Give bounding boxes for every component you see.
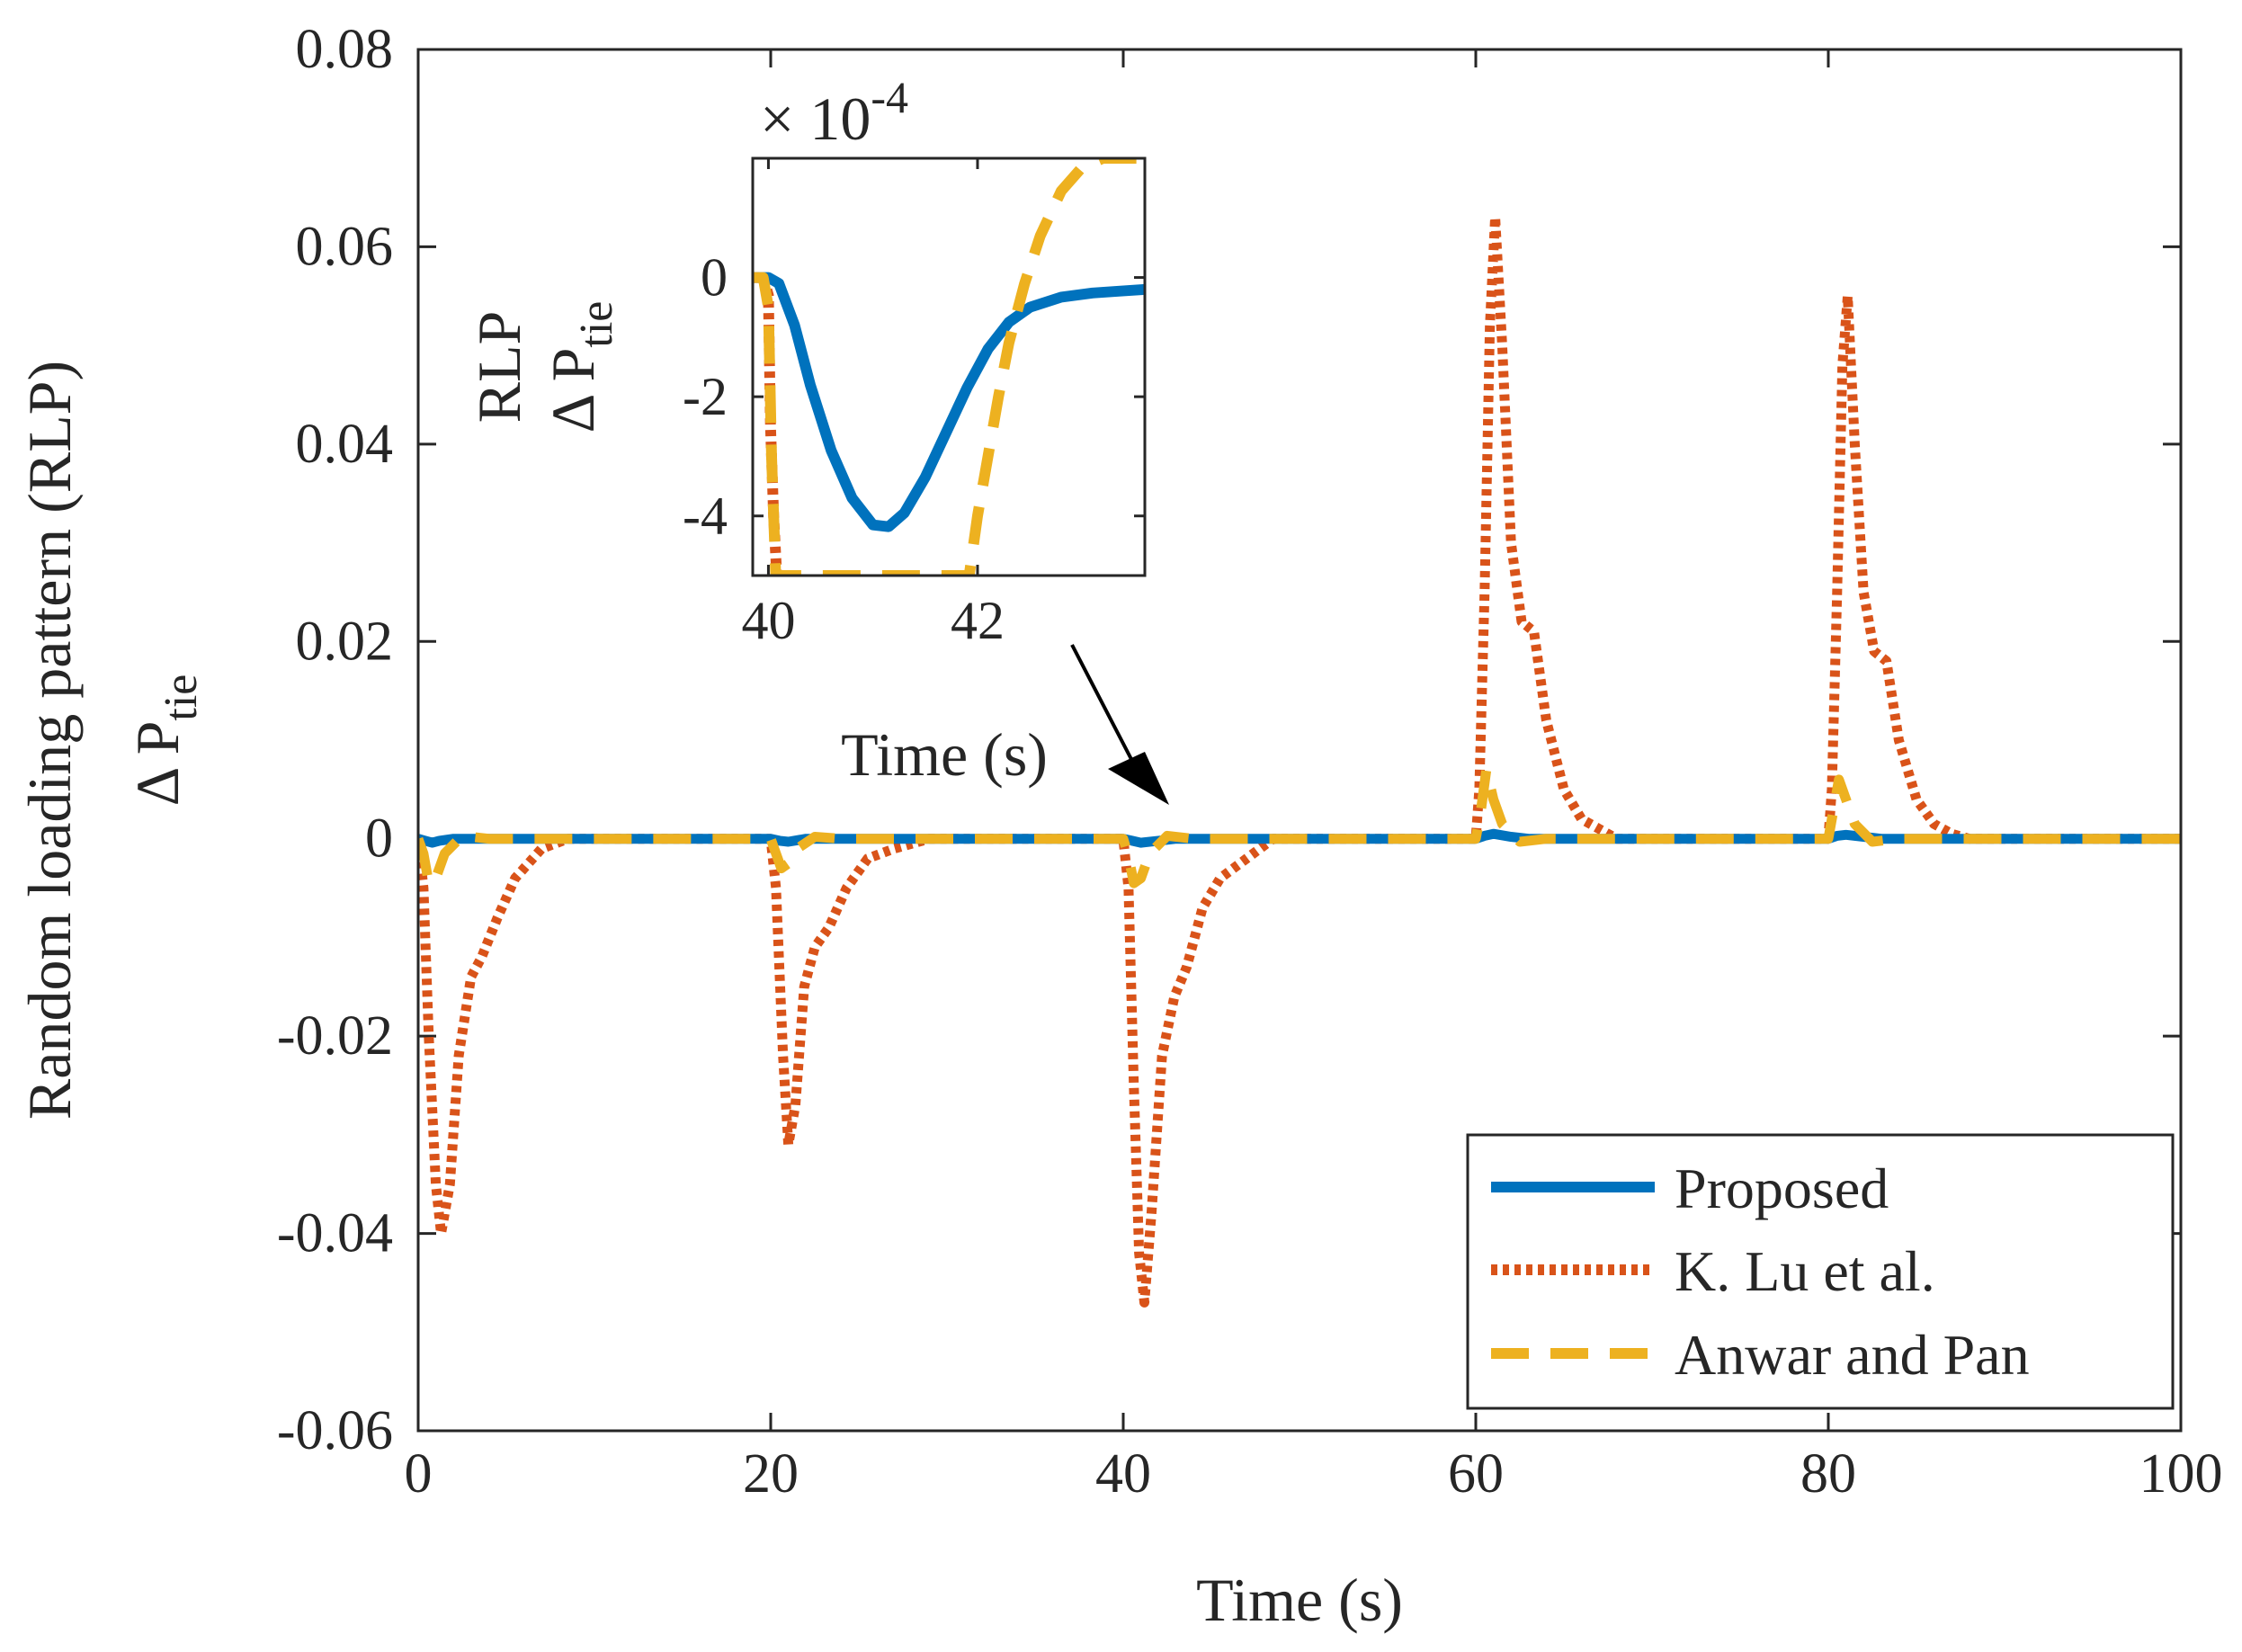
- main-x-tick-labels: 0 20 40 60 80 100: [405, 1443, 2223, 1505]
- inset-x-axis-label: Time (s): [841, 720, 1048, 789]
- main-y-tick-label: -0.04: [277, 1203, 393, 1264]
- inset-y-axis-subscript: tie: [571, 301, 622, 348]
- main-series-anwar-and-pan: [418, 764, 2181, 889]
- legend: Proposed K. Lu et al. Anwar and Pan: [1466, 1133, 2175, 1410]
- inset-y-tick-labels: -4 -2 0: [683, 248, 728, 546]
- inset-series: [753, 158, 1145, 576]
- inset-exponent-base: × 10: [760, 85, 871, 153]
- inset-exponent-label: × 10-4: [760, 72, 908, 153]
- main-series: [418, 212, 2181, 1308]
- arrow-head: [1108, 752, 1169, 805]
- main-y-axis-delta-p: Δ P: [123, 721, 192, 807]
- main-x-tick-label: 40: [1095, 1443, 1151, 1505]
- main-axes: 0 20 40 60 80 100 -0.06 -0.04 -0.02 0 0.02 0.04 0.0…: [15, 19, 2223, 1634]
- main-y-axis-subscript: tie: [156, 674, 207, 721]
- main-y-tick-labels: -0.06 -0.04 -0.02 0 0.02 0.04 0.06 0.08: [277, 19, 393, 1461]
- main-series-proposed: [418, 828, 2181, 848]
- legend-label-k-lu: K. Lu et al.: [1675, 1239, 1935, 1303]
- inset-ticks: [753, 158, 1145, 576]
- inset-y-tick-label: -4: [683, 487, 728, 546]
- main-axes-box: [416, 48, 2183, 1433]
- main-y-tick-label: 0.04: [296, 414, 394, 475]
- inset-y-axis-label-line1: RLP: [465, 311, 533, 424]
- inset-series-anwar-and-pan: [753, 158, 1145, 576]
- inset-y-axis-delta-p: Δ P: [539, 348, 607, 433]
- main-x-tick-label: 100: [2139, 1443, 2223, 1505]
- main-y-tick-label: 0.02: [296, 611, 394, 672]
- inset-x-tick-labels: 40 42: [741, 591, 1005, 650]
- inset-plot-background: [753, 158, 1145, 576]
- main-y-tick-label: 0: [365, 808, 393, 870]
- inset-axes-box: [751, 156, 1147, 577]
- main-x-tick-label: 60: [1448, 1443, 1504, 1505]
- inset-x-tick-label: 40: [741, 591, 795, 650]
- main-y-axis-label-line2: Δ Ptie: [123, 674, 207, 807]
- main-y-tick-label: -0.06: [277, 1400, 393, 1461]
- inset-axes: 40 42 -4-20 × 10-4 Time (s) RLP Δ Ptie: [465, 72, 1147, 789]
- main-y-tick-label: -0.02: [277, 1005, 393, 1067]
- main-x-axis-label: Time (s): [1196, 1566, 1403, 1634]
- main-y-tick-label: 0.08: [296, 19, 394, 80]
- inset-y-axis-label-line2: Δ Ptie: [539, 301, 622, 433]
- inset-y-tick-label: 0: [701, 248, 728, 308]
- inset-y-tick-label: -2: [683, 367, 728, 426]
- main-x-tick-label: 0: [405, 1443, 433, 1505]
- legend-label-anwar-pan: Anwar and Pan: [1675, 1323, 2030, 1387]
- main-y-axis-label-line1: Random loading pattern (RLP): [15, 361, 84, 1120]
- legend-label-proposed: Proposed: [1675, 1156, 1889, 1220]
- main-x-tick-label: 20: [743, 1443, 799, 1505]
- arrow-shaft: [1070, 644, 1137, 767]
- inset-series-proposed: [753, 272, 1145, 532]
- inset-x-tick-label: 42: [951, 591, 1005, 650]
- inset-pointer-arrow: [1070, 644, 1169, 805]
- main-y-tick-label: 0.06: [296, 216, 394, 277]
- main-x-tick-label: 80: [1800, 1443, 1856, 1505]
- inset-exponent-power: -4: [871, 72, 908, 122]
- main-series-k-lu-et-al: [418, 212, 2181, 1308]
